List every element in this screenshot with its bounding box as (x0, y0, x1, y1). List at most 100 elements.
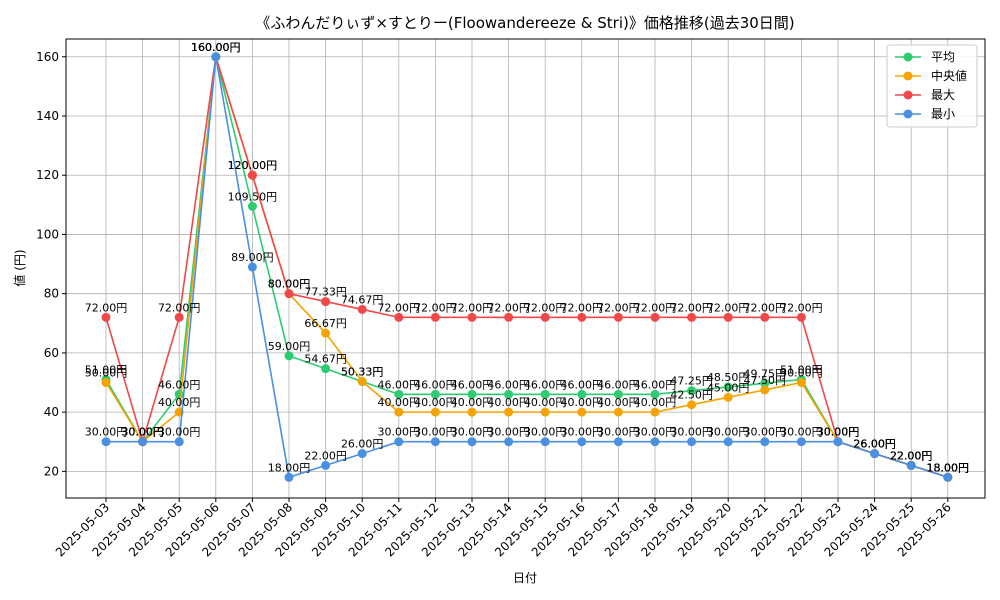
data-point (247, 201, 257, 211)
data-label: 46.00円 (634, 378, 677, 391)
data-label: 40.00円 (524, 396, 567, 409)
data-label: 72.00円 (670, 301, 713, 314)
data-label: 160.00円 (191, 41, 241, 54)
data-label: 120.00円 (228, 159, 278, 172)
data-label: 46.00円 (524, 378, 567, 391)
data-point (650, 389, 660, 399)
data-label: 51.00円 (85, 364, 128, 377)
data-point (540, 437, 550, 447)
data-label: 120.00円 (228, 159, 278, 172)
data-label: 72.00円 (561, 301, 604, 314)
data-label: 72.00円 (634, 301, 677, 314)
legend-marker (903, 52, 913, 62)
legend-box (886, 44, 978, 128)
data-point (577, 407, 587, 417)
y-tick-label: 100 (36, 227, 59, 241)
data-label: 30.00円 (634, 426, 677, 439)
data-point (796, 378, 806, 388)
data-label: 72.00円 (597, 301, 640, 314)
data-point (321, 364, 331, 374)
chart-title: 《ふわんだりぃず×すとりー(Floowandereeze & Stri)》価格推… (255, 14, 794, 32)
data-point (284, 472, 294, 482)
y-tick-label: 60 (44, 346, 59, 360)
data-label: 30.00円 (121, 426, 164, 439)
data-label: 72.00円 (451, 301, 494, 314)
data-point (613, 437, 623, 447)
data-label: 160.00円 (191, 41, 241, 54)
data-label: 47.25円 (670, 375, 713, 388)
data-label: 40.00円 (597, 396, 640, 409)
data-label: 59.00円 (268, 340, 311, 353)
data-point (467, 312, 477, 322)
data-point (613, 312, 623, 322)
data-label: 80.00円 (268, 278, 311, 291)
data-point (687, 400, 697, 410)
data-label: 74.67円 (341, 293, 384, 306)
data-label: 46.00円 (451, 378, 494, 391)
data-point (760, 437, 770, 447)
y-tick-label: 160 (36, 50, 59, 64)
data-point (650, 407, 660, 417)
data-label: 54.67円 (304, 353, 347, 366)
y-tick-label: 80 (44, 287, 59, 301)
data-label: 40.00円 (451, 396, 494, 409)
data-label: 80.00円 (268, 278, 311, 291)
data-label: 45.00円 (707, 381, 750, 394)
data-point (613, 407, 623, 417)
data-point (943, 472, 953, 482)
data-label: 89.00円 (231, 251, 274, 264)
data-label: 26.00円 (341, 438, 384, 451)
data-label: 46.00円 (597, 378, 640, 391)
data-point (760, 312, 770, 322)
data-label: 26.00円 (853, 438, 896, 451)
data-label: 160.00円 (191, 41, 241, 54)
data-point (577, 312, 587, 322)
data-point (540, 407, 550, 417)
series-lines (101, 52, 953, 482)
series-line (106, 56, 949, 479)
legend-entry: 最小 (931, 107, 955, 121)
data-point (247, 262, 257, 272)
data-label: 72.00円 (414, 301, 457, 314)
data-point (430, 437, 440, 447)
data-point (796, 437, 806, 447)
data-point (467, 437, 477, 447)
x-axis-label: 日付 (513, 571, 537, 585)
data-label: 30.00円 (817, 426, 860, 439)
data-label: 30.00円 (487, 426, 530, 439)
data-point (760, 378, 770, 388)
legend-entry: 中央値 (931, 68, 967, 83)
data-point (833, 437, 843, 447)
data-point (211, 52, 221, 62)
data-label: 30.00円 (121, 426, 164, 439)
data-point (394, 437, 404, 447)
data-label: 30.00円 (817, 426, 860, 439)
data-point (796, 312, 806, 322)
data-label: 72.00円 (487, 301, 530, 314)
series-line (105, 56, 949, 479)
data-point (870, 449, 880, 459)
data-point (687, 386, 697, 396)
data-label: 30.00円 (451, 426, 494, 439)
data-point (540, 312, 550, 322)
data-label: 22.00円 (890, 449, 933, 462)
data-label: 50.33円 (341, 366, 384, 379)
data-label: 42.50円 (670, 389, 713, 402)
data-point (321, 297, 331, 307)
y-axis-label: 値 (円) (12, 249, 27, 286)
data-label: 40.00円 (378, 396, 421, 409)
y-tick-label: 20 (44, 464, 59, 478)
data-point (577, 437, 587, 447)
y-tick-label: 40 (44, 405, 59, 419)
data-label: 30.00円 (817, 426, 860, 439)
data-label: 18.00円 (927, 461, 970, 474)
y-tick-label: 120 (36, 168, 59, 182)
data-label: 48.50円 (707, 371, 750, 384)
data-point (613, 389, 623, 399)
data-label: 18.00円 (927, 461, 970, 474)
data-label: 46.00円 (561, 378, 604, 391)
data-point (723, 437, 733, 447)
data-point (504, 389, 514, 399)
